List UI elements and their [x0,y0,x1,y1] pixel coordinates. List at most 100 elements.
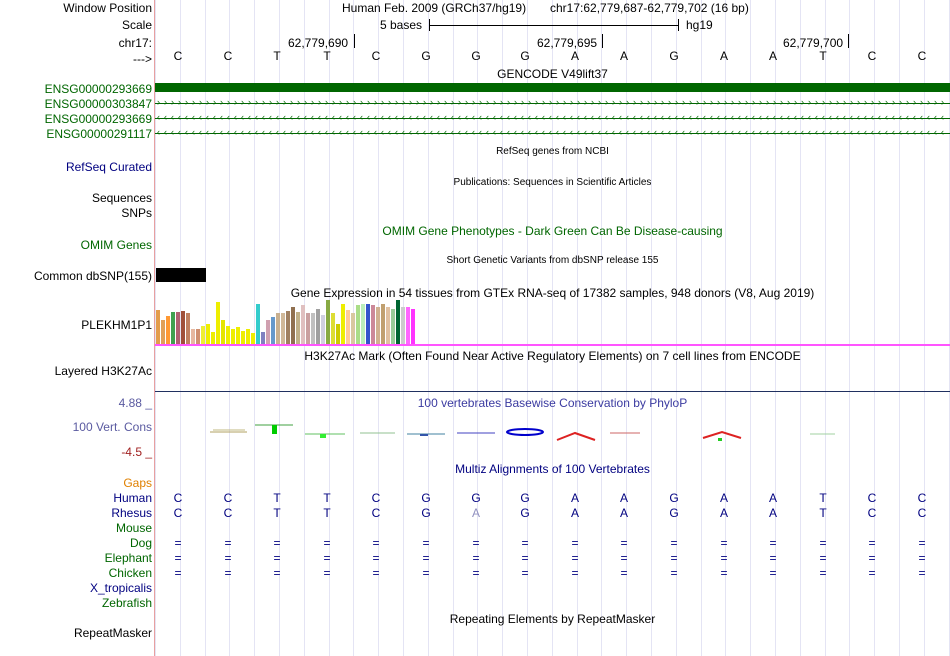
window-position-label[interactable]: Window Position [63,1,152,15]
species-dog-label[interactable]: Dog [129,536,152,550]
gtex-tissue-bar[interactable] [201,326,205,344]
snps-label[interactable]: SNPs [121,206,152,220]
gtex-tissue-bar[interactable] [161,320,165,344]
gtex-tissue-bar[interactable] [361,304,365,344]
plekhm1p1-label[interactable]: PLEKHM1P1 [81,318,152,332]
species-xtropicalis-label[interactable]: X_tropicalis [89,581,152,595]
strand-arrow-icon: ‹ [381,127,384,137]
gtex-tissue-bar[interactable] [356,305,360,344]
species-rhesus-label[interactable]: Rhesus [111,506,152,520]
gtex-tissue-bar[interactable] [366,304,370,344]
gtex-tissue-bar[interactable] [196,329,200,344]
gtex-tissue-bar[interactable] [376,307,380,344]
base-cell: C [173,506,183,520]
gtex-tissue-bar[interactable] [346,310,350,344]
gtex-tissue-bar[interactable] [181,311,185,344]
gtex-tissue-bar[interactable] [246,329,250,344]
gtex-tissue-bar[interactable] [371,305,375,344]
species-elephant-label[interactable]: Elephant [104,551,152,565]
gtex-tissue-bar[interactable] [271,317,275,344]
grid-line [180,0,181,656]
gtex-tissue-bar[interactable] [166,316,170,344]
multiz-track-title: Multiz Alignments of 100 Vertebrates [455,462,650,476]
gtex-tissue-bar[interactable] [381,304,385,344]
gtex-tissue-bar[interactable] [156,310,160,344]
refseq-label[interactable]: RefSeq Curated [65,160,152,174]
chrom-label[interactable]: chr17: [118,36,152,50]
gtex-tissue-bar[interactable] [406,307,410,344]
gtex-tissue-bar[interactable] [231,329,235,344]
sequences-label[interactable]: Sequences [91,191,152,205]
refseq-track-title: RefSeq genes from NCBI [496,146,609,157]
gtex-tissue-bar[interactable] [266,320,270,344]
gtex-tissue-bar[interactable] [306,313,310,344]
gtex-tissue-bar[interactable] [386,307,390,344]
gaps-label[interactable]: Gaps [123,476,152,490]
scale-label[interactable]: Scale [121,18,152,32]
gtex-tissue-bar[interactable] [281,313,285,344]
gtex-tissue-bar[interactable] [391,309,395,344]
phylop-conservation-graph[interactable] [155,418,950,444]
gene-block-1[interactable] [155,83,950,92]
gtex-expression-chart[interactable] [155,300,950,344]
gtex-tissue-bar[interactable] [211,332,215,344]
gtex-tissue-bar[interactable] [336,324,340,344]
cons-label[interactable]: 100 Vert. Cons [72,420,152,434]
species-zebrafish-label[interactable]: Zebrafish [101,596,152,610]
gtex-tissue-bar[interactable] [186,313,190,344]
gtex-tissue-bar[interactable] [221,320,225,344]
gtex-tissue-bar[interactable] [326,300,330,344]
gtex-tissue-bar[interactable] [316,309,320,344]
gtex-tissue-bar[interactable] [251,333,255,344]
gtex-tissue-bar[interactable] [176,312,180,344]
gtex-tissue-bar[interactable] [216,302,220,344]
species-human-label[interactable]: Human [113,491,152,505]
gtex-tissue-bar[interactable] [351,313,355,344]
gene-label-1[interactable]: ENSG00000293669 [44,82,152,96]
gtex-tissue-bar[interactable] [261,332,265,344]
gene-label-4[interactable]: ENSG00000291117 [46,127,152,141]
strand-arrow-icon: ‹ [248,127,251,137]
gtex-tissue-bar[interactable] [226,326,230,344]
species-chicken-label[interactable]: Chicken [108,566,152,580]
strand-arrow-icon: ‹ [500,127,503,137]
gtex-tissue-bar[interactable] [236,327,240,344]
gene-line-3[interactable]: ‹ ‹ ‹ ‹ ‹ ‹ ‹ ‹ ‹ ‹ ‹ ‹ ‹ ‹ ‹ ‹ ‹ ‹ ‹ ‹ ‹ ‹ ‹ ‹ ‹ ‹ ‹ ‹ ‹ ‹ ‹ ‹ ‹ ‹ ‹ ‹ ‹ ‹ ‹ ‹… [155,112,950,123]
gtex-tissue-bar[interactable] [401,307,405,344]
gtex-tissue-bar[interactable] [321,315,325,344]
strand-arrow-icon: ‹ [465,112,468,122]
strand-arrow-icon: › [773,97,776,107]
gtex-tissue-bar[interactable] [206,324,210,344]
dbsnp-variant-block[interactable] [156,268,206,282]
gtex-tissue-bar[interactable] [291,307,295,344]
repeatmasker-label[interactable]: RepeatMasker [73,626,152,640]
gtex-tissue-bar[interactable] [171,312,175,344]
gtex-tissue-bar[interactable] [191,329,195,344]
gene-line-4[interactable]: ‹ ‹ ‹ ‹ ‹ ‹ ‹ ‹ ‹ ‹ ‹ ‹ ‹ ‹ ‹ ‹ ‹ ‹ ‹ ‹ ‹ ‹ ‹ ‹ ‹ ‹ ‹ ‹ ‹ ‹ ‹ ‹ ‹ ‹ ‹ ‹ ‹ ‹ ‹ ‹… [155,127,950,138]
gtex-tissue-bar[interactable] [256,304,260,344]
grid-line [924,0,925,656]
gtex-tissue-bar[interactable] [296,312,300,344]
gtex-tissue-bar[interactable] [341,304,345,344]
h3k27ac-label[interactable]: Layered H3K27Ac [54,364,152,378]
dbsnp-label[interactable]: Common dbSNP(155) [33,269,152,283]
gtex-tissue-bar[interactable] [311,313,315,344]
strand-arrow-icon: ‹ [920,127,923,137]
gtex-tissue-bar[interactable] [241,331,245,344]
strand-arrow-icon: ‹ [248,112,251,122]
gtex-tissue-bar[interactable] [411,309,415,344]
gtex-tissue-bar[interactable] [276,313,280,344]
omim-label[interactable]: OMIM Genes [80,238,152,252]
gtex-tissue-bar[interactable] [331,313,335,344]
gene-line-2[interactable]: › › › › › › › › › › › › › › › › › › › › › › › › › › › › › › › › › › › › › › › ›… [155,97,950,108]
strand-arrow-icon: ‹ [395,127,398,137]
gtex-tissue-bar[interactable] [286,311,290,344]
gencode-title[interactable]: GENCODE V49lift37 [497,67,608,81]
gene-label-3[interactable]: ENSG00000293669 [44,112,152,126]
species-mouse-label[interactable]: Mouse [115,521,152,535]
base-cell: = [571,551,579,565]
gtex-tissue-bar[interactable] [301,305,305,344]
gtex-tissue-bar[interactable] [396,300,400,344]
gene-label-2[interactable]: ENSG00000303847 [44,97,152,111]
strand-arrow-icon: ‹ [402,112,405,122]
